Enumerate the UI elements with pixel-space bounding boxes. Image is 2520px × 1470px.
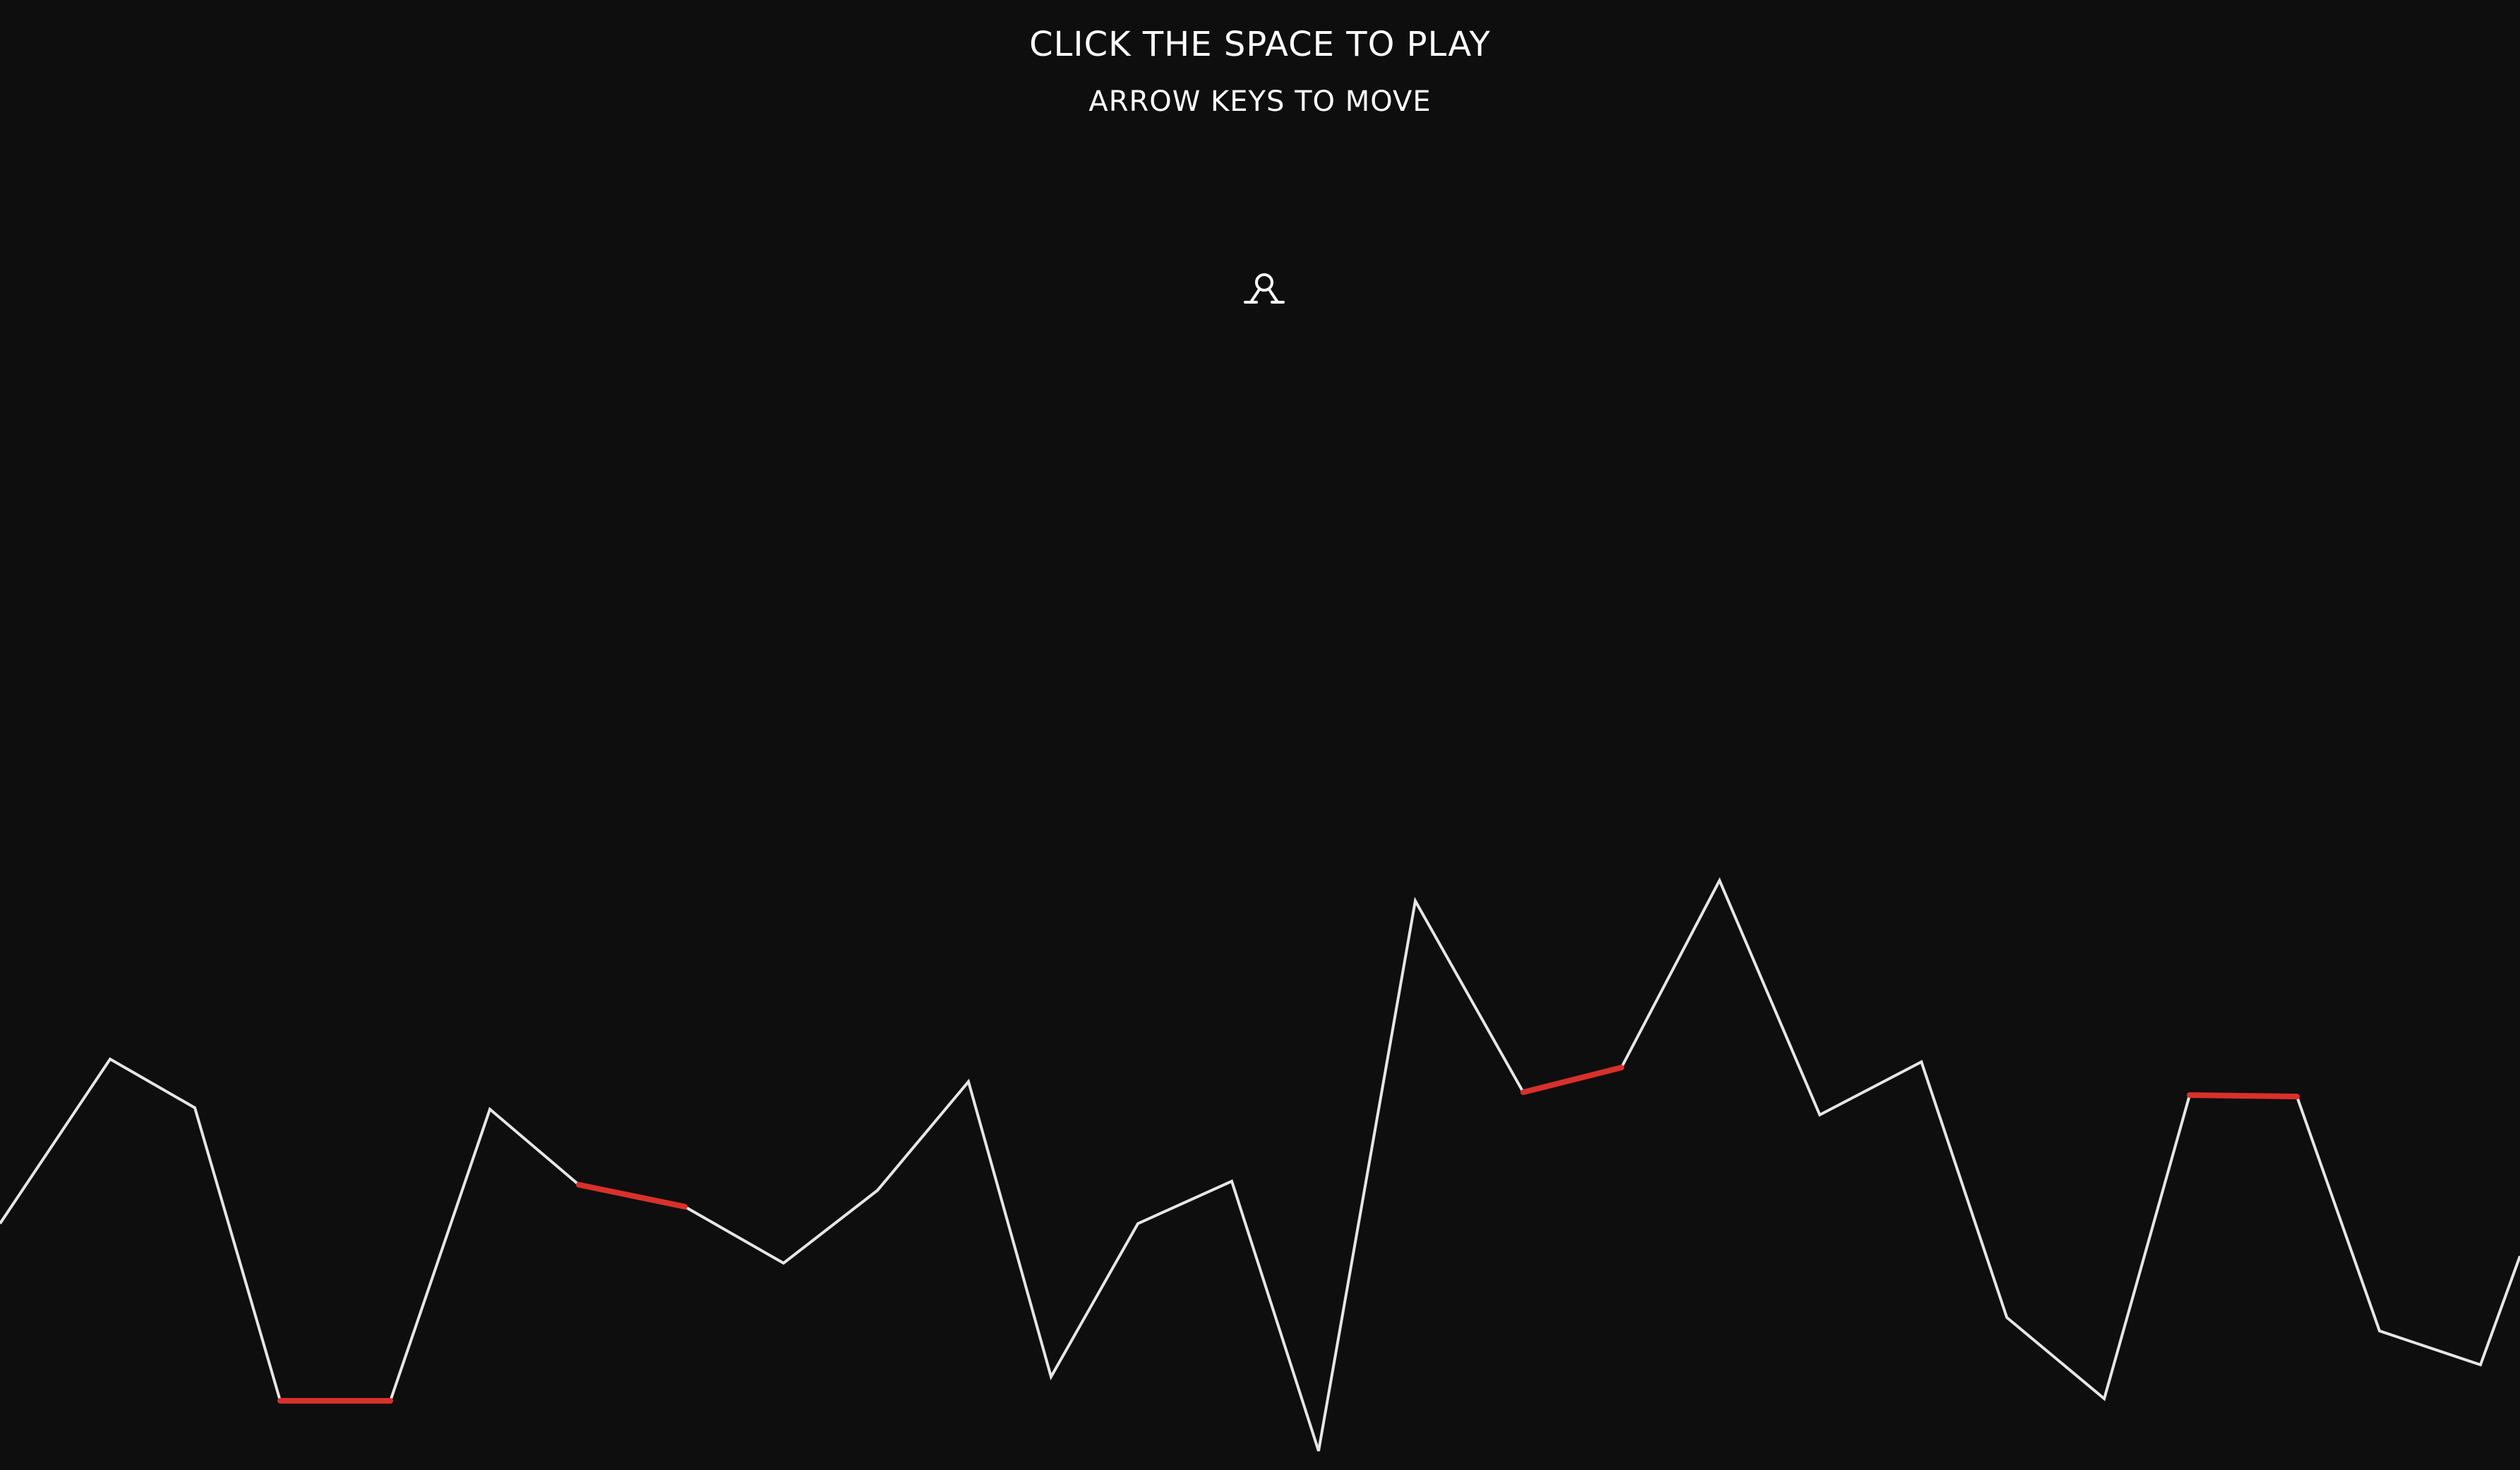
terrain-segment-2 — [389, 1106, 580, 1402]
terrain-segment-1 — [0, 1057, 282, 1402]
terrain — [0, 877, 2520, 1452]
start-prompt: CLICK THE SPACE TO PLAY — [1029, 25, 1491, 64]
landing-pad — [2187, 1092, 2300, 1099]
lunar-lander-icon — [1244, 273, 1285, 304]
terrain-segment-3 — [684, 897, 1525, 1452]
landing-pads — [277, 1065, 2300, 1404]
landing-pad — [1520, 1065, 1624, 1095]
controls-hint: ARROW KEYS TO MOVE — [1088, 85, 1432, 118]
landing-pad — [576, 1182, 688, 1209]
terrain-segment-4 — [1620, 877, 2191, 1402]
terrain-segment-5 — [2296, 1096, 2520, 1367]
